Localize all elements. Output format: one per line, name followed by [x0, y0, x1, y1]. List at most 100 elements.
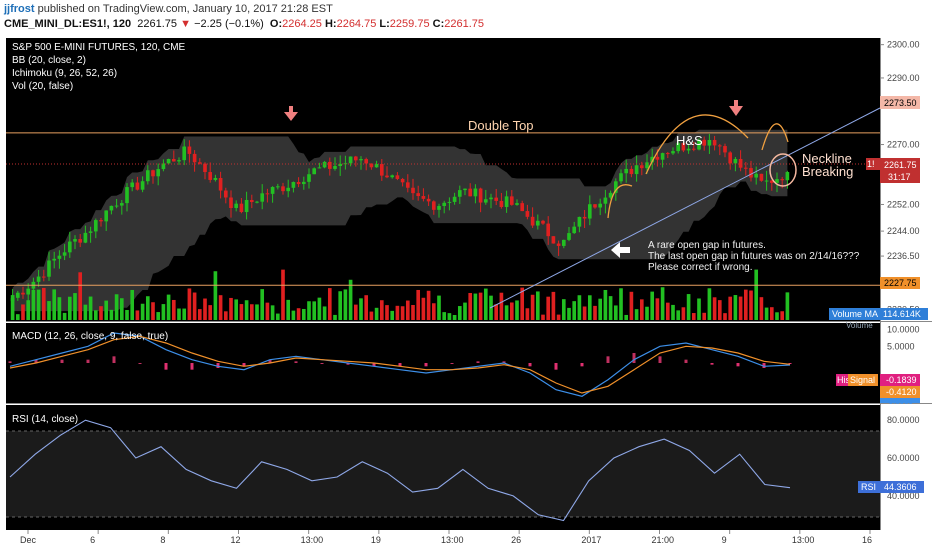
candle-body: [665, 153, 670, 155]
volume-bar: [629, 291, 634, 320]
candle-body: [551, 236, 556, 244]
time-axis[interactable]: Dec 6 8 12 13:00 19 13:00 26 2017 21:00 9 13:00 16: [20, 530, 872, 545]
time-tick-label: 12: [231, 535, 241, 545]
candle-body: [723, 146, 727, 153]
macd-hist-bar: [580, 363, 584, 367]
volume-bar: [234, 299, 239, 320]
macd-hist-bar: [684, 359, 688, 363]
volume-bar: [52, 289, 57, 320]
candle-body: [312, 168, 317, 175]
author-link[interactable]: jjfrost: [4, 3, 35, 15]
candle-body: [567, 233, 571, 240]
candle-body: [520, 203, 525, 212]
volume-bar: [275, 313, 280, 320]
volume-bar: [369, 311, 374, 320]
gap-note-3[interactable]: Please correct if wrong.: [648, 262, 753, 273]
volume-bar: [712, 297, 717, 320]
rsi-line[interactable]: [9, 419, 791, 522]
candle-body: [333, 166, 337, 169]
volume-bar: [379, 300, 384, 320]
double-top-label[interactable]: Double Top: [468, 118, 534, 133]
macd-hist-bar: [762, 363, 766, 368]
candle-body: [187, 146, 192, 154]
macd-pane[interactable]: [6, 323, 880, 403]
candle-body: [395, 175, 400, 179]
volume-legend[interactable]: Vol (20, false): [12, 81, 73, 92]
volume-bar: [41, 287, 46, 320]
rsi-legend[interactable]: RSI (14, close): [12, 414, 78, 425]
volume-bar: [759, 297, 764, 320]
candle-body: [489, 197, 493, 200]
signal-line[interactable]: [9, 335, 791, 394]
price-tick-label: 2236.50: [887, 251, 920, 261]
volume-bar: [36, 289, 41, 320]
candle-body: [135, 182, 140, 190]
macd-histogram: [8, 353, 792, 370]
candle-body: [379, 164, 384, 176]
macd-axis[interactable]: 10.0000 5.0000: [887, 325, 920, 352]
volume-bar: [437, 295, 441, 320]
macd-legend[interactable]: MACD (12, 26, close, 9, false, true): [12, 331, 168, 342]
neckline-trendline[interactable]: [489, 107, 881, 309]
volume-bar: [312, 301, 317, 320]
bb-legend[interactable]: BB (20, close, 2): [12, 55, 86, 66]
publish-text: published on TradingView.com, January 10…: [37, 3, 333, 15]
volume-bar: [603, 289, 608, 320]
volume-bar: [577, 295, 582, 320]
macd-signal-tag: Signal: [850, 375, 875, 385]
volume-bar: [135, 310, 140, 320]
volume-bar: [390, 310, 395, 320]
chart-svg[interactable]: Double Top H&S Neckline Breaking A rare …: [0, 38, 932, 550]
macd-hist-bar: [138, 363, 142, 364]
rsi-tick-label: 60.0000: [887, 453, 920, 463]
volume-bar: [156, 312, 161, 320]
candle-body: [405, 182, 410, 188]
volume-bar: [561, 299, 566, 320]
candle-body: [73, 239, 77, 242]
rsi-value: 44.3606: [884, 482, 917, 492]
candle-body: [478, 188, 483, 203]
candle-body: [452, 196, 457, 202]
rsi-axis[interactable]: 80.0000 60.0000 40.0000: [887, 415, 920, 501]
volume-bar: [333, 314, 337, 320]
volume-bar: [218, 295, 223, 320]
volume-bar: [421, 297, 426, 320]
macd-hist-bar: [216, 363, 220, 368]
volume-ma-value: 114.614K: [883, 309, 921, 319]
volume-bar: [395, 305, 400, 320]
low-value: 2259.75: [389, 18, 430, 30]
gap-note-1[interactable]: A rare open gap in futures.: [648, 240, 766, 251]
candle-body: [697, 139, 701, 150]
hs-left-shoulder-arc[interactable]: [607, 184, 633, 219]
ichimoku-legend[interactable]: Ichimoku (9, 26, 52, 26): [12, 68, 117, 79]
volume-bar: [239, 304, 244, 320]
chart-area[interactable]: Double Top H&S Neckline Breaking A rare …: [0, 38, 932, 550]
time-tick-label: 9: [722, 535, 727, 545]
volume-bar: [416, 289, 421, 320]
rsi-tag: RSI: [861, 482, 876, 492]
hs-right-shoulder-arc[interactable]: [761, 123, 789, 151]
candle-body: [400, 178, 405, 183]
price-pane[interactable]: [6, 38, 880, 321]
candle-body: [530, 216, 535, 226]
macd-hist-bar: [710, 363, 714, 365]
hs-head-arc[interactable]: [645, 114, 749, 175]
neckline-label-2[interactable]: Breaking: [802, 164, 853, 179]
volume-bar: [660, 287, 665, 320]
neckline-break-circle[interactable]: [769, 153, 797, 187]
candle-body: [650, 156, 655, 163]
candle-body: [78, 239, 83, 243]
volume-bar: [78, 272, 83, 320]
candle-body: [660, 153, 665, 160]
volume-bar: [728, 296, 733, 320]
macd-hist-bar: [554, 363, 558, 370]
neckline-label-1[interactable]: Neckline: [802, 151, 852, 166]
hs-label[interactable]: H&S: [676, 133, 703, 148]
volume-bar: [119, 298, 124, 320]
volume-bar: [10, 295, 15, 320]
volume-bar: [645, 306, 649, 320]
volume-bar: [723, 313, 727, 320]
gap-note-2[interactable]: The last open gap in futures was on 2/14…: [648, 251, 860, 262]
volume-bar: [229, 297, 233, 320]
candle-body: [546, 223, 551, 237]
